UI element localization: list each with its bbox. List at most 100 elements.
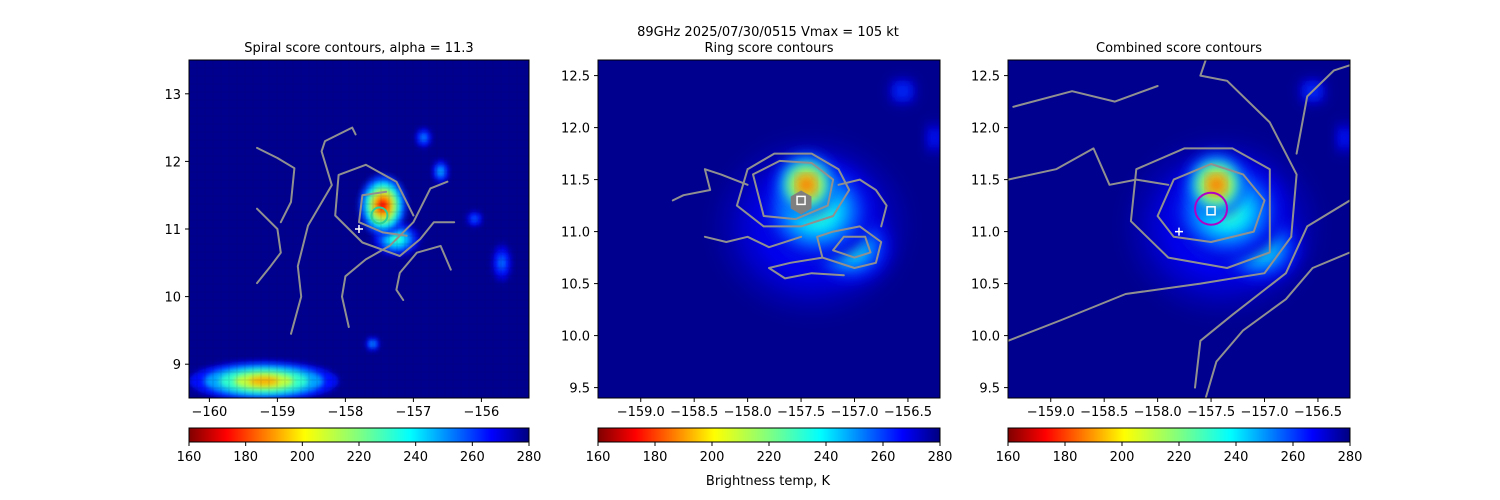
x-tick-label: −156.5 — [884, 405, 932, 420]
score-contour — [837, 178, 888, 228]
intensity-blob — [1210, 178, 1223, 192]
colorbar-spiral: 160 180 200 220 240 260 280 — [177, 427, 542, 465]
center-square-marker — [796, 195, 806, 206]
y-tick-label: 10.5 — [561, 278, 590, 293]
x-tick-label: −157.0 — [830, 405, 878, 420]
best-track-plus-marker — [355, 225, 363, 233]
score-contour — [341, 180, 449, 328]
y-tick-label: 10.0 — [561, 330, 590, 345]
y-tick-label: 13 — [164, 88, 181, 103]
colorbar-tick-label: 180 — [643, 450, 668, 465]
colorbar-tick-label: 260 — [871, 450, 896, 465]
ring-score-panel: Ring score contours −159.0 −158.5 −158.0 −15… — [561, 41, 941, 420]
y-tick-label: 10.0 — [971, 330, 1000, 345]
score-contour — [671, 168, 749, 202]
intensity-blob — [900, 88, 906, 94]
colorbar-ring: 160 180 200 220 240 260 280 — [586, 427, 952, 465]
score-contour — [735, 152, 851, 228]
score-contour — [395, 244, 452, 301]
score-contour — [1295, 64, 1350, 155]
colorbar-tick-label: 200 — [290, 450, 315, 465]
x-tick-label: −158 — [328, 405, 364, 420]
y-tick-label: 9 — [173, 358, 181, 373]
score-contour — [1008, 147, 1170, 186]
spiral-score-panel: Spiral score contours, alpha = 11.3 −160 −… — [164, 41, 530, 420]
axes-frame — [597, 59, 941, 399]
panel-title: Spiral score contours, alpha = 11.3 — [244, 41, 473, 56]
colorbar-gradient — [188, 427, 530, 443]
panel-title: Combined score contours — [1096, 41, 1262, 56]
score-contour — [832, 235, 872, 259]
x-tick-label: −158.5 — [1080, 405, 1128, 420]
panel-title: Ring score contours — [704, 41, 833, 56]
score-contour — [358, 190, 408, 237]
x-tick-label: −158.5 — [670, 405, 718, 420]
score-contour — [752, 159, 835, 221]
colorbar-tick-label: 280 — [517, 450, 542, 465]
intensity-blob — [800, 178, 813, 192]
x-tick-label: −157 — [396, 405, 432, 420]
plot-area — [189, 60, 529, 398]
colorbar-tick-label: 220 — [757, 450, 782, 465]
y-tick-label: 10.5 — [971, 278, 1000, 293]
y-tick-label: 11.0 — [561, 226, 590, 241]
score-contour — [334, 163, 456, 257]
colorbar-tick-label: 200 — [1110, 450, 1135, 465]
x-tick-label: −158.0 — [724, 405, 772, 420]
x-tick-label: −157.0 — [1240, 405, 1288, 420]
plot-area — [598, 60, 940, 398]
colorbar-tick-label: 240 — [1224, 450, 1249, 465]
y-tick-label: 11.5 — [971, 174, 1000, 189]
y-tick-label: 9.5 — [569, 382, 590, 397]
colorbar-tick-label: 220 — [1167, 450, 1192, 465]
y-tick-label: 11.5 — [561, 174, 590, 189]
x-tick-label: −157.5 — [777, 405, 825, 420]
y-tick-label: 9.5 — [979, 382, 1000, 397]
score-contour — [1008, 235, 1293, 342]
y-tick-label: 12.5 — [561, 70, 590, 85]
y-tick-label: 11 — [164, 223, 181, 238]
y-tick-label: 10 — [164, 291, 181, 306]
score-contour — [816, 225, 883, 269]
colorbar-tick-label: 180 — [233, 450, 258, 465]
colorbar-tick-label: 220 — [347, 450, 372, 465]
colorbar-tick-label: 180 — [1053, 450, 1078, 465]
center-circle-marker — [370, 206, 389, 225]
combined-score-panel: Combined score contours −159.0 −158.5 −158.… — [971, 41, 1351, 420]
y-tick-label: 12 — [164, 155, 181, 170]
y-tick-label: 12.0 — [971, 122, 1000, 137]
axes-frame — [1007, 59, 1351, 399]
x-tick-label: −156.5 — [1294, 405, 1342, 420]
x-tick-label: −159.0 — [617, 405, 665, 420]
colorbar-tick-label: 260 — [1281, 450, 1306, 465]
colorbar-tick-label: 160 — [996, 450, 1021, 465]
colorbar-tick-label: 160 — [586, 450, 611, 465]
figure-suptitle: 89GHz 2025/07/30/0515 Vmax = 105 kt — [637, 25, 899, 40]
score-contour — [1194, 199, 1350, 389]
score-contour — [1156, 163, 1266, 243]
colorbar-tick-label: 240 — [403, 450, 428, 465]
score-contour — [1012, 85, 1159, 108]
intensity-blob — [932, 134, 937, 142]
score-contour — [1129, 147, 1271, 269]
score-contour — [290, 126, 357, 335]
colorbar-tick-label: 200 — [700, 450, 725, 465]
colorbar-label: Brightness temp, K — [706, 474, 831, 489]
score-contour — [1199, 60, 1298, 238]
colorbar-combined: 160 180 200 220 240 260 280 — [996, 427, 1363, 465]
intensity-blob — [1342, 134, 1347, 142]
y-tick-label: 11.0 — [971, 226, 1000, 241]
hexagon-marker — [790, 190, 812, 215]
colorbar-gradient — [597, 427, 941, 443]
center-circle-marker — [1194, 191, 1229, 226]
x-tick-label: −159.0 — [1027, 405, 1075, 420]
score-contour — [703, 235, 803, 249]
colorbar-tick-label: 260 — [460, 450, 485, 465]
colorbar-tick-label: 280 — [1338, 450, 1363, 465]
score-contour — [256, 207, 282, 285]
colorbar-tick-label: 240 — [814, 450, 839, 465]
plot-area — [1008, 60, 1350, 398]
best-track-plus-marker — [1175, 227, 1183, 236]
y-tick-label: 12.5 — [971, 70, 1000, 85]
